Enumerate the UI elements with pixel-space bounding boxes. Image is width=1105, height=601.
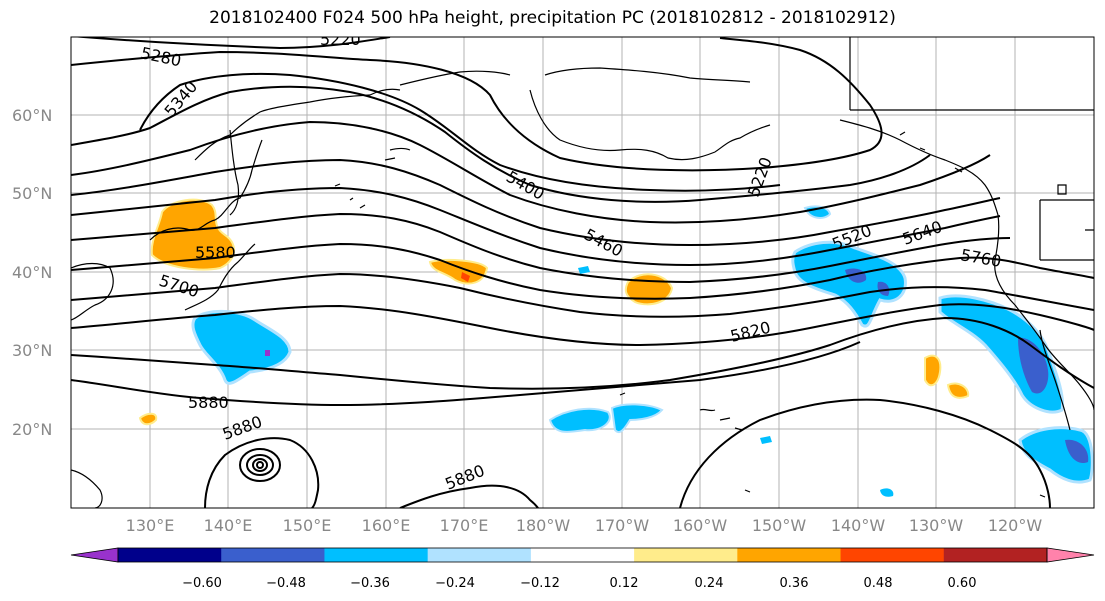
lon-label: 140°E [204,516,253,535]
lon-label: 160°E [362,516,411,535]
colorbar-segment [324,548,429,562]
colorbar-segment [737,548,842,562]
lat-label: 50°N [12,184,52,203]
colorbar-tick-label: 0.12 [610,576,639,591]
lon-label: 150°E [283,516,332,535]
map-title: 2018102400 F024 500 hPa height, precipit… [209,8,896,28]
colorbar-extend-low [70,547,119,563]
colorbar-tick-label: −0.36 [350,576,390,591]
colorbar-tick-label: 0.60 [948,576,977,591]
lat-label: 40°N [12,263,52,282]
colorbar-segment [427,548,532,562]
lat-label: 30°N [12,341,52,360]
colorbar-ticks: −0.60 −0.48 −0.36 −0.24 −0.12 0.12 0.24 … [182,576,976,591]
lon-label: 170°W [595,516,650,535]
colorbar-extend-high [1046,547,1095,563]
colorbar-segment [634,548,738,562]
lon-label: 180°W [516,516,571,535]
colorbar-segment [221,548,325,562]
lon-label: 150°W [752,516,807,535]
lon-label: 140°W [831,516,886,535]
lat-label: 20°N [12,420,52,439]
colorbar-tick-label: 0.24 [695,576,724,591]
colorbar-tick-label: −0.48 [266,576,306,591]
colorbar-tick-label: −0.24 [435,576,475,591]
colorbar-tick-label: 0.48 [864,576,893,591]
lat-label: 60°N [12,106,52,125]
lon-label: 170°E [440,516,489,535]
colorbar [70,547,1095,563]
map-border [70,36,1095,509]
lat-labels: 60°N 50°N 40°N 30°N 20°N [12,106,52,439]
lon-label: 120°W [988,516,1043,535]
coastlines [71,37,1094,508]
colorbar-segment [840,548,945,562]
lon-label: 130°E [126,516,175,535]
colorbar-segment [943,548,1048,562]
height-contours [71,37,1094,508]
colorbar-segment [118,548,222,562]
lon-labels: 130°E 140°E 150°E 160°E 170°E 180°W 170°… [126,516,1043,535]
colorbar-border [117,547,1048,563]
lon-label: 130°W [909,516,964,535]
colorbar-tick-label: −0.12 [520,576,560,591]
contour-label: 5580 [195,243,236,262]
colorbar-segment [530,548,635,562]
precip-shading [138,198,1094,497]
lon-label: 160°W [673,516,728,535]
contour-label: 5880 [188,393,229,412]
contour-label: 5220 [320,30,361,49]
colorbar-tick-label: 0.36 [780,576,809,591]
colorbar-tick-label: −0.60 [182,576,222,591]
